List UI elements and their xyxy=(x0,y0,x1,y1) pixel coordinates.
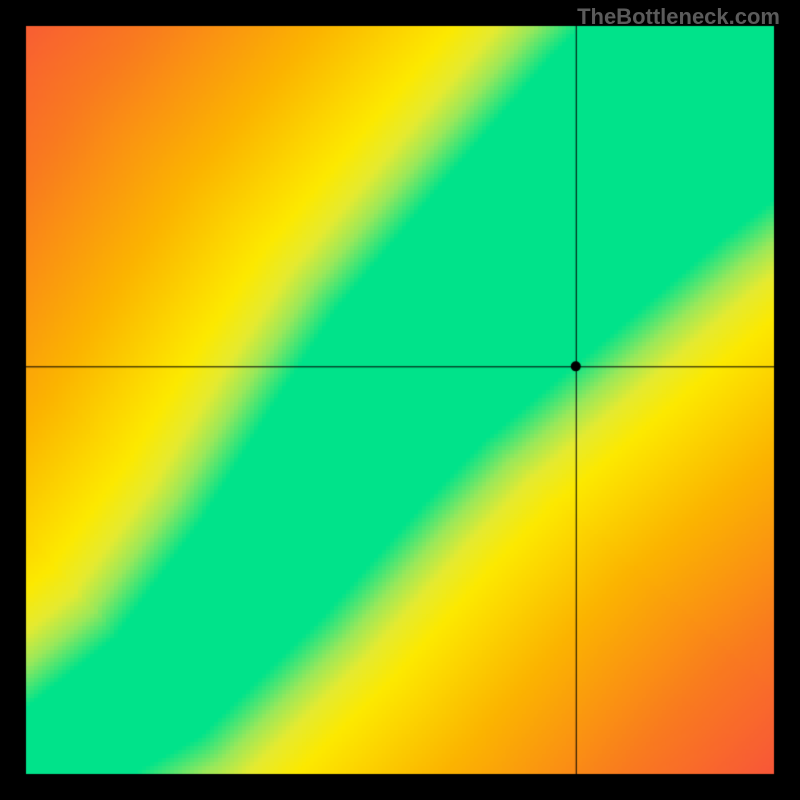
heatmap-canvas xyxy=(0,0,800,800)
watermark-label: TheBottleneck.com xyxy=(577,4,780,30)
chart-container: TheBottleneck.com xyxy=(0,0,800,800)
